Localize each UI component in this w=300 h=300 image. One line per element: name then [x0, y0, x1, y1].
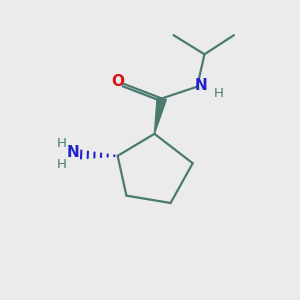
Text: N: N	[66, 145, 79, 160]
Text: H: H	[57, 158, 67, 171]
Text: O: O	[111, 74, 124, 89]
Text: N: N	[194, 78, 207, 93]
Text: H: H	[57, 137, 67, 150]
Text: H: H	[213, 87, 223, 100]
Polygon shape	[154, 98, 166, 134]
